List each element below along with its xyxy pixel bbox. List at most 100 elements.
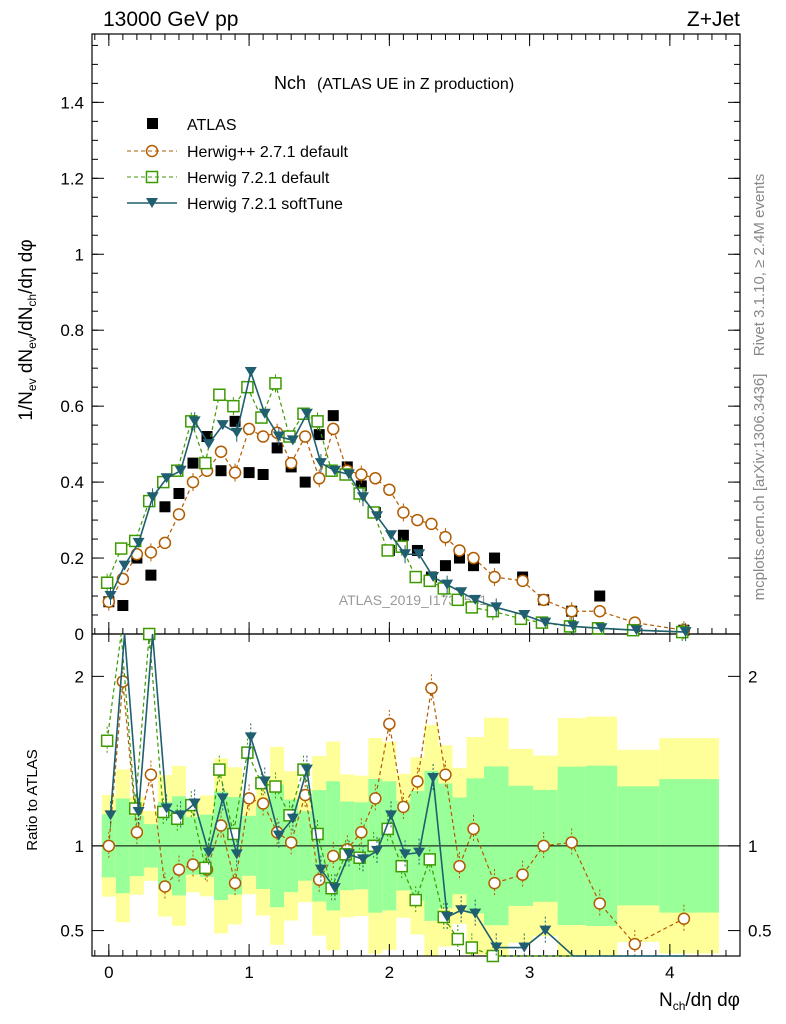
ratio-tick-label: 2 [75, 667, 84, 686]
y-tick-label: 1.4 [60, 93, 84, 112]
ratio-point [256, 797, 270, 810]
legend-softtune-marker [146, 198, 158, 208]
data-point [397, 506, 410, 519]
data-point [427, 572, 440, 583]
ratio-point [677, 912, 691, 925]
legend-atlas-marker [147, 118, 158, 129]
y-axis-label: 1/Nev dNev/dNch/dη dφ [16, 239, 39, 420]
ratio-point [300, 764, 313, 775]
ratio-point [488, 876, 501, 890]
data-point [172, 508, 186, 521]
y-tick-label: 0 [75, 625, 84, 644]
data-point [114, 542, 128, 555]
data-point [227, 399, 240, 413]
data-point [100, 576, 114, 589]
legend-herwig7-marker [145, 170, 159, 184]
data-point [213, 388, 226, 402]
ratio-point [565, 836, 578, 849]
data-point [327, 410, 339, 422]
legend: ATLAS Herwig++ 2.7.1 default Herwig 7.2.… [127, 117, 349, 213]
ratio-point [539, 925, 552, 936]
ratio-point [328, 883, 341, 894]
series-3 [104, 366, 692, 642]
ratio-point [628, 937, 642, 951]
ratio-point [469, 908, 482, 919]
ratio-panel-frame [91, 633, 741, 957]
ratio-point [242, 792, 256, 805]
data-point [453, 552, 465, 564]
data-point [593, 604, 606, 618]
data-point [451, 593, 465, 607]
data-point [381, 544, 394, 557]
data-point [371, 511, 384, 522]
data-point [228, 466, 242, 479]
ratio-point [241, 746, 254, 759]
data-point [146, 492, 159, 503]
axis-tick-labels: 0 1 2 3 4 0 0.2 0.4 0.6 0.8 1 1.2 1.4 0.5 0.5 1 1 2 2 [60, 93, 771, 982]
header-right: Z+Jet [687, 8, 740, 31]
data-point [199, 456, 212, 470]
legend-herwigpp-marker [145, 144, 159, 158]
data-point [455, 587, 468, 598]
data-point [312, 472, 326, 485]
ratio-point [186, 858, 200, 871]
chart-subtitle: (ATLAS UE in Z production) [317, 76, 514, 93]
data-point [356, 492, 369, 503]
data-point [271, 442, 283, 454]
ratio-point [537, 839, 550, 853]
ratio-point [213, 763, 226, 776]
analysis-watermark: ATLAS_2019_I1736531 [339, 592, 488, 608]
ratio-point [486, 949, 500, 963]
ratio-point [395, 859, 408, 873]
chart-title-main: Nch [274, 73, 306, 93]
data-point [489, 552, 501, 564]
chart-title: Nch (ATLAS UE in Z production) [274, 73, 514, 93]
data-point [214, 445, 228, 458]
data-point [465, 601, 479, 614]
data-point [425, 517, 438, 531]
data-point [342, 469, 355, 480]
data-point [537, 593, 550, 607]
data-point [314, 458, 327, 469]
data-point [160, 473, 173, 484]
data-point [187, 457, 199, 469]
data-point [186, 475, 200, 489]
ratio-line [109, 633, 686, 957]
data-point [539, 617, 552, 628]
data-point [594, 590, 606, 602]
ratio-point [467, 822, 480, 836]
data-point [490, 602, 503, 613]
ratio-point [423, 853, 436, 866]
data-point [300, 408, 313, 419]
ratio-point [158, 880, 172, 893]
data-point [313, 429, 325, 441]
ratio-point [312, 873, 326, 886]
y-tick-label: 0.8 [60, 321, 84, 340]
ratio-point [383, 717, 396, 731]
ratio-point [230, 849, 243, 860]
ratio-point [413, 847, 426, 858]
data-point [202, 439, 215, 450]
data-point [409, 570, 422, 584]
ratio-point [439, 768, 452, 781]
data-point [565, 604, 578, 618]
data-point [269, 377, 282, 390]
data-point [595, 623, 608, 634]
ratio-point [284, 836, 298, 849]
ratio-y-label: Ratio to ATLAS [24, 749, 41, 850]
data-point [468, 560, 480, 572]
series-line [109, 369, 686, 633]
data-point [117, 600, 129, 612]
mcplots-label: mcplots.cern.ch [arXiv:1306.3436] [751, 374, 768, 601]
data-point [567, 621, 580, 632]
data-point [284, 456, 298, 470]
ratio-point [202, 847, 215, 858]
data-point [311, 415, 324, 428]
x-tick-label: 4 [665, 963, 674, 982]
ratio-point [409, 893, 422, 907]
x-tick-label: 2 [385, 963, 394, 982]
data-point [132, 537, 145, 548]
data-point [630, 625, 643, 636]
data-point [201, 431, 213, 443]
data-point [397, 529, 409, 541]
